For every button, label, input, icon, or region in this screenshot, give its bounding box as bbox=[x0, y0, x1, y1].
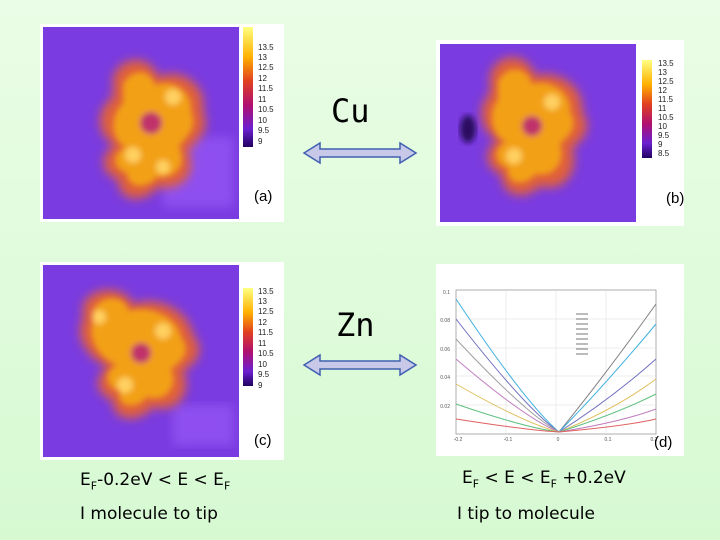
panel-c: 13.5 13 12.5 12 11.5 11 10.5 10 9.5 9 (c… bbox=[40, 262, 284, 460]
colorbar-c bbox=[243, 288, 253, 386]
y-tick-0: 0.1 bbox=[443, 290, 450, 296]
ldos-map-a bbox=[43, 27, 239, 219]
double-arrow-bottom bbox=[302, 353, 418, 377]
panel-label-a: (a) bbox=[254, 188, 273, 205]
x-tick-2: 0 bbox=[557, 437, 560, 443]
ldos-map-b bbox=[440, 44, 636, 222]
colorbar-ticks-c: 13.5 13 12.5 12 11.5 11 10.5 10 9.5 9 bbox=[258, 287, 274, 390]
panel-a: 13.5 13 12.5 12 11.5 11 10.5 10 9.5 9 (a… bbox=[40, 24, 284, 222]
caption-right-current: I tip to molecule bbox=[457, 504, 595, 524]
metal-label-cu: Cu bbox=[331, 92, 370, 130]
caption-left-energy: EF-0.2eV < E < EF bbox=[80, 470, 231, 493]
caption-right-energy: EF < E < EF +0.2eV bbox=[462, 468, 626, 491]
panel-d: 0.1 0.08 0.06 0.04 0.02 -0.2 -0.1 0 0.1 … bbox=[436, 264, 684, 456]
y-tick-1: 0.08 bbox=[440, 318, 450, 324]
colorbar-a bbox=[243, 27, 253, 147]
panel-b: 13.5 13 12.5 12 11.5 11 10.5 10 9.5 9 8.… bbox=[436, 40, 684, 226]
panel-label-c: (c) bbox=[254, 432, 272, 449]
colorbar-ticks-b: 13.5 13 12.5 12 11.5 11 10.5 10 9.5 9 8.… bbox=[658, 59, 674, 158]
x-tick-4: 0.2 bbox=[651, 437, 658, 443]
x-tick-1: -0.1 bbox=[504, 437, 513, 443]
y-tick-2: 0.06 bbox=[440, 347, 450, 353]
colorbar-b bbox=[642, 60, 652, 158]
y-tick-4: 0.02 bbox=[440, 404, 450, 410]
ldos-map-c bbox=[43, 265, 239, 457]
y-tick-3: 0.04 bbox=[440, 375, 450, 381]
double-arrow-top bbox=[302, 141, 418, 165]
x-tick-0: -0.2 bbox=[454, 437, 463, 443]
panel-label-b: (b) bbox=[666, 190, 685, 207]
caption-left-current: I molecule to tip bbox=[80, 504, 218, 524]
x-tick-3: 0.1 bbox=[605, 437, 612, 443]
line-plot-d: 0.1 0.08 0.06 0.04 0.02 -0.2 -0.1 0 0.1 … bbox=[440, 289, 658, 443]
panel-label-d: (d) bbox=[654, 434, 673, 451]
colorbar-ticks-a: 13.5 13 12.5 12 11.5 11 10.5 10 9.5 9 bbox=[258, 43, 274, 146]
metal-label-zn: Zn bbox=[336, 306, 375, 344]
